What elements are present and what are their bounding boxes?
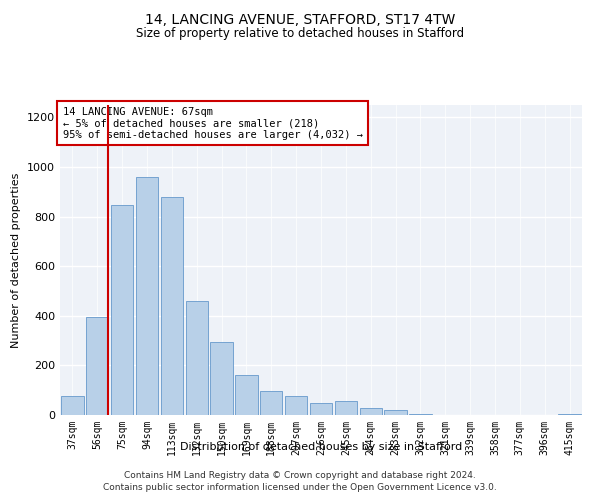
Text: Distribution of detached houses by size in Stafford: Distribution of detached houses by size … bbox=[180, 442, 462, 452]
Text: 14, LANCING AVENUE, STAFFORD, ST17 4TW: 14, LANCING AVENUE, STAFFORD, ST17 4TW bbox=[145, 12, 455, 26]
Text: Contains HM Land Registry data © Crown copyright and database right 2024.: Contains HM Land Registry data © Crown c… bbox=[124, 471, 476, 480]
Bar bbox=[335, 402, 357, 415]
Bar bbox=[359, 408, 382, 415]
Bar bbox=[185, 301, 208, 415]
Bar bbox=[260, 392, 283, 415]
Bar bbox=[285, 396, 307, 415]
Bar bbox=[310, 402, 332, 415]
Bar bbox=[161, 197, 183, 415]
Bar bbox=[409, 414, 431, 415]
Bar bbox=[61, 396, 83, 415]
Text: Contains public sector information licensed under the Open Government Licence v3: Contains public sector information licen… bbox=[103, 484, 497, 492]
Bar bbox=[385, 410, 407, 415]
Text: Size of property relative to detached houses in Stafford: Size of property relative to detached ho… bbox=[136, 28, 464, 40]
Y-axis label: Number of detached properties: Number of detached properties bbox=[11, 172, 22, 348]
Bar bbox=[111, 206, 133, 415]
Bar bbox=[235, 376, 257, 415]
Bar bbox=[86, 317, 109, 415]
Text: 14 LANCING AVENUE: 67sqm
← 5% of detached houses are smaller (218)
95% of semi-d: 14 LANCING AVENUE: 67sqm ← 5% of detache… bbox=[62, 106, 362, 140]
Bar bbox=[559, 414, 581, 415]
Bar bbox=[211, 342, 233, 415]
Bar bbox=[136, 177, 158, 415]
